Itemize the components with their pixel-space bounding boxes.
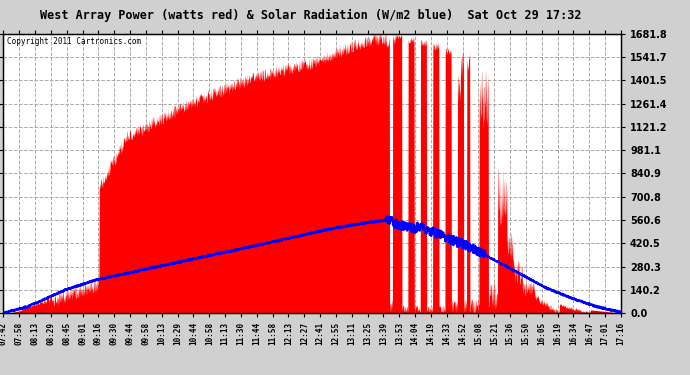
Text: Copyright 2011 Cartronics.com: Copyright 2011 Cartronics.com — [6, 36, 141, 45]
Text: West Array Power (watts red) & Solar Radiation (W/m2 blue)  Sat Oct 29 17:32: West Array Power (watts red) & Solar Rad… — [40, 9, 581, 22]
